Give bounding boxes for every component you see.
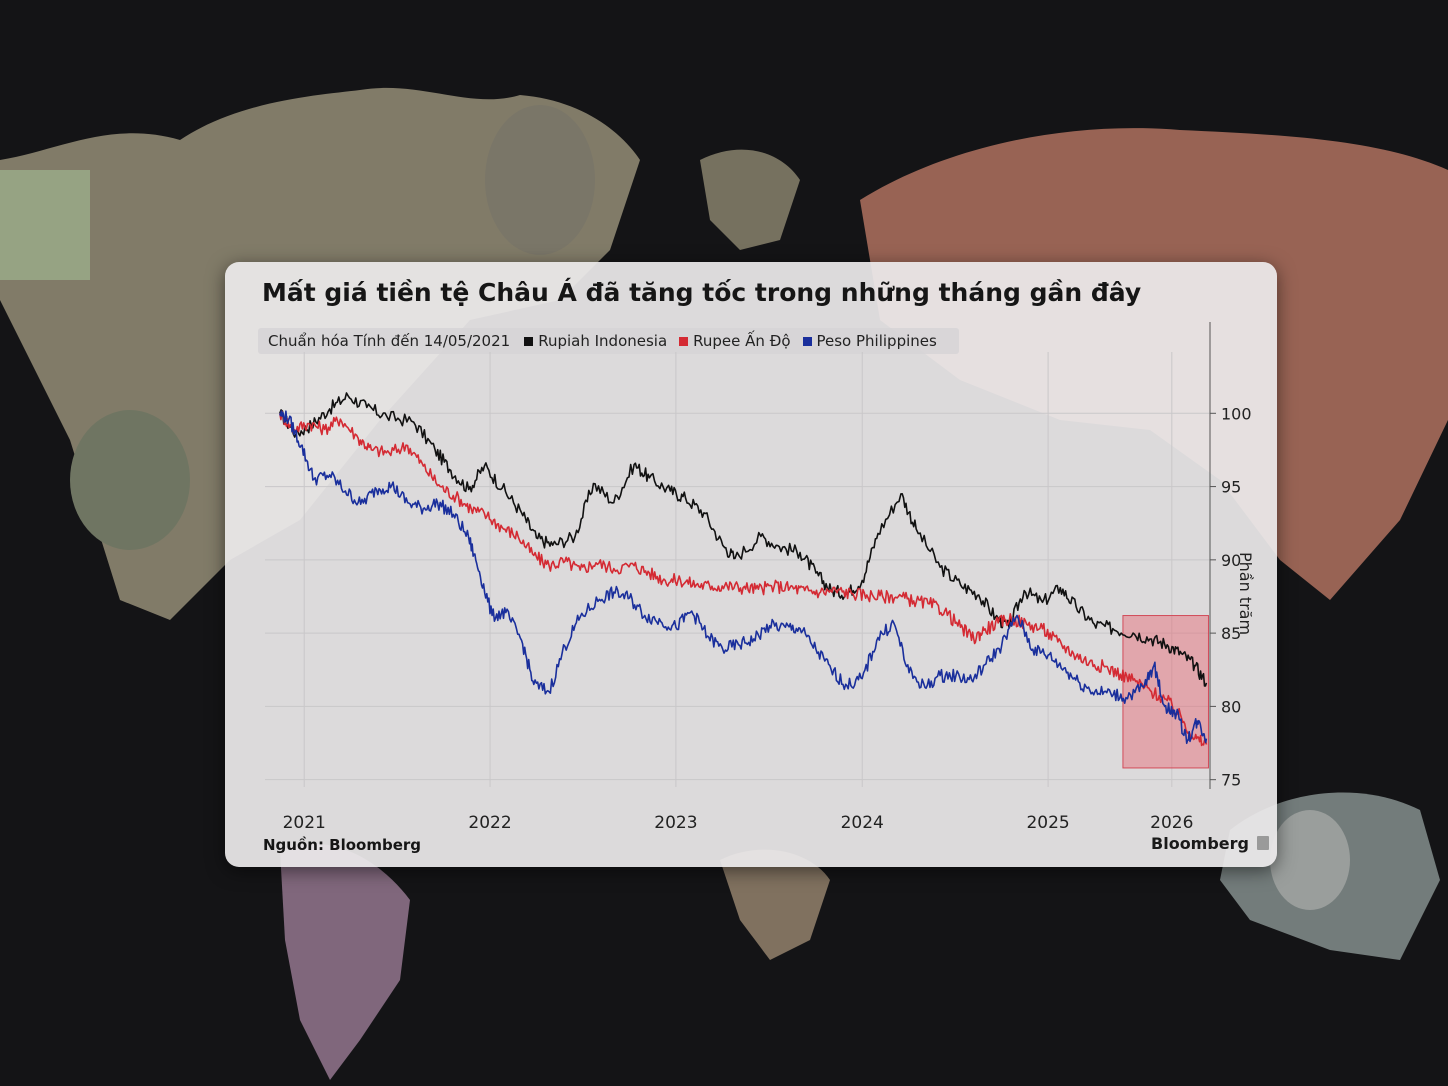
legend-item-peso: Peso Philippines xyxy=(802,332,937,350)
africa-shape xyxy=(720,849,830,960)
bloomberg-logo-icon xyxy=(1257,836,1269,850)
legend-swatch-peso xyxy=(802,336,812,346)
series-line-peso-philippines xyxy=(279,410,1208,745)
y-tick-label: 100 xyxy=(1221,404,1252,423)
portrait-fragment xyxy=(70,410,190,550)
x-tick-label: 2022 xyxy=(468,813,511,833)
bloomberg-brand: Bloomberg xyxy=(1151,834,1249,853)
greenland-shape xyxy=(700,149,800,250)
portrait-fragment xyxy=(485,105,595,255)
portrait-fragment xyxy=(1270,810,1350,910)
x-tick-label: 2021 xyxy=(283,813,326,833)
legend-note: Chuẩn hóa Tính đến 14/05/2021 xyxy=(268,332,511,350)
series-line-rupiah-indonesia xyxy=(279,392,1208,687)
y-tick-label: 85 xyxy=(1221,624,1241,643)
chart-card: Mất giá tiền tệ Châu Á đã tăng tốc trong… xyxy=(225,262,1277,867)
legend-label-rupiah: Rupiah Indonesia xyxy=(538,332,668,350)
south-america-shape xyxy=(280,843,410,1080)
legend-item-rupee: Rupee Ấn Độ xyxy=(679,332,791,350)
y-tick-label: 95 xyxy=(1221,478,1241,497)
line-chart: 75 80 85 90 95 100 2021 2022 2023 2024 2025 2026 xyxy=(265,322,1252,833)
legend: Chuẩn hóa Tính đến 14/05/2021 Rupiah Ind… xyxy=(258,328,959,354)
legend-label-rupee: Rupee Ấn Độ xyxy=(693,332,791,350)
legend-swatch-rupee xyxy=(679,336,689,346)
y-tick-label: 80 xyxy=(1221,697,1241,716)
legend-item-rupiah: Rupiah Indonesia xyxy=(524,332,667,350)
banknote-fragment xyxy=(0,170,90,280)
chart-title: Mất giá tiền tệ Châu Á đã tăng tốc trong… xyxy=(262,278,1142,307)
y-tick-label: 90 xyxy=(1221,551,1241,570)
legend-label-peso: Peso Philippines xyxy=(816,332,937,350)
source-note: Nguồn: Bloomberg xyxy=(263,836,422,854)
x-tick-label: 2026 xyxy=(1150,813,1193,833)
series-line-rupee-n- xyxy=(279,410,1208,747)
x-tick-label: 2024 xyxy=(841,813,884,833)
y-axis-unit-label: Phần trăm xyxy=(1236,552,1255,636)
x-tick-label: 2023 xyxy=(654,813,697,833)
legend-swatch-rupiah xyxy=(524,336,534,346)
y-tick-label: 75 xyxy=(1221,771,1241,790)
x-tick-label: 2025 xyxy=(1026,813,1069,833)
